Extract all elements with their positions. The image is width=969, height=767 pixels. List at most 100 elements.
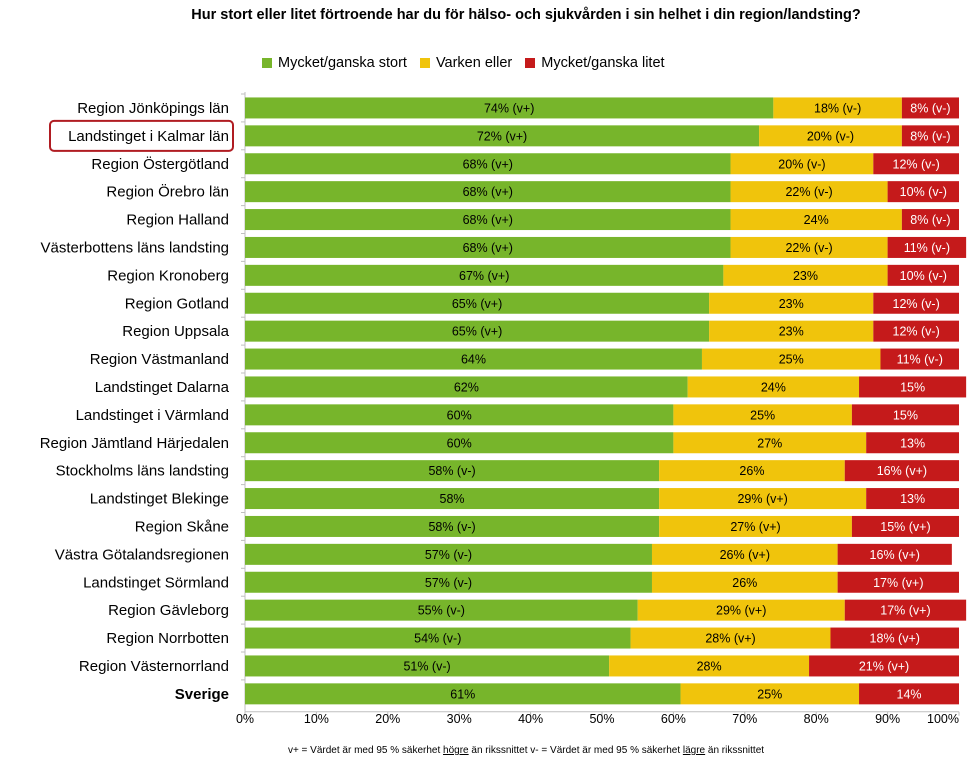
data-label-varken-region-kronoberg: 23%: [793, 269, 818, 283]
bar-stort-landstinget-sormland: [245, 571, 652, 593]
data-label-varken-landstinget-dalarna: 24%: [761, 380, 786, 394]
bar-stort-region-kronoberg: [245, 264, 724, 286]
x-tick-label-70: 70%: [732, 712, 757, 726]
x-tick-label-50: 50%: [589, 712, 614, 726]
data-label-varken-region-uppsala: 23%: [779, 325, 804, 339]
bar-litet-vasterbottens-lans-landsting: [887, 236, 967, 258]
data-label-stort-stockholms-lans-landsting: 58% (v-): [428, 464, 475, 478]
x-tick-label-0: 0%: [236, 712, 254, 726]
category-label-region-norrbotten: Region Norrbotten: [106, 630, 229, 647]
bar-litet-region-kronoberg: [887, 264, 959, 286]
data-label-stort-landstinget-dalarna: 62%: [454, 380, 479, 394]
category-label-region-gavleborg: Region Gävleborg: [108, 602, 229, 619]
data-label-stort-region-uppsala: 65% (v+): [452, 325, 502, 339]
bar-litet-region-orebro-lan: [887, 181, 959, 203]
footnote-word-lower: lägre: [682, 745, 706, 756]
bar-litet-landstinget-dalarna: [859, 376, 967, 398]
x-tick-label-10: 10%: [304, 712, 329, 726]
data-label-varken-region-ostergotland: 20% (v-): [778, 157, 825, 171]
bar-litet-region-skane: [851, 515, 959, 537]
stacked-bar-chart: Region Jönköpings län 74% (v+) 18% (v-) 8% …: [40, 92, 967, 726]
legend-item-varken: Varken eller: [419, 55, 513, 71]
bar-stort-sverige: [245, 683, 681, 705]
data-label-varken-region-jonkopings-lan: 18% (v-): [814, 101, 861, 115]
x-tick-label-20: 20%: [375, 712, 400, 726]
chart-title: Hur stort eller litet förtroende har du …: [191, 7, 861, 23]
bar-stort-region-halland: [245, 209, 731, 231]
data-label-litet-region-jonkopings-lan: 8% (v-): [910, 101, 950, 115]
data-label-litet-region-vasternorrland: 21% (v+): [859, 659, 909, 673]
bar-stort-landstinget-i-kalmar-lan: [245, 125, 760, 147]
footnote-part3: än rikssnittet: [705, 745, 765, 756]
data-label-stort-region-skane: 58% (v-): [428, 520, 475, 534]
bar-litet-region-gotland: [873, 292, 959, 314]
category-label-region-jamtland-harjedalen: Region Jämtland Härjedalen: [40, 435, 229, 452]
category-label-vasterbottens-lans-landsting: Västerbottens läns landsting: [41, 239, 229, 256]
bar-varken-region-vastmanland: [701, 348, 881, 370]
data-label-varken-region-vastmanland: 25%: [779, 353, 804, 367]
data-label-varken-region-skane: 27% (v+): [730, 520, 780, 534]
data-label-varken-stockholms-lans-landsting: 26%: [739, 464, 764, 478]
bar-stort-landstinget-dalarna: [245, 376, 688, 398]
category-label-region-kronoberg: Region Kronoberg: [107, 267, 229, 284]
bar-litet-region-uppsala: [873, 320, 959, 342]
data-label-varken-region-jamtland-harjedalen: 27%: [757, 436, 782, 450]
data-label-stort-region-gotland: 65% (v+): [452, 297, 502, 311]
x-tick-label-90: 90%: [875, 712, 900, 726]
bar-varken-landstinget-blekinge: [659, 488, 867, 510]
footnote: v+ = Värdet är med 95 % säkerhet högre ä…: [0, 745, 969, 756]
data-label-litet-landstinget-i-kalmar-lan: 8% (v-): [910, 129, 950, 143]
data-label-stort-region-jonkopings-lan: 74% (v+): [484, 101, 534, 115]
bar-varken-landstinget-sormland: [651, 571, 838, 593]
data-label-litet-vastra-gotalandsregionen: 16% (v+): [870, 548, 920, 562]
data-label-stort-region-norrbotten: 54% (v-): [414, 632, 461, 646]
bar-litet-landstinget-sormland: [837, 571, 959, 593]
bar-stort-landstinget-i-varmland: [245, 404, 674, 426]
legend-label-stort: Mycket/ganska stort: [278, 55, 407, 71]
data-label-litet-stockholms-lans-landsting: 16% (v+): [877, 464, 927, 478]
x-tick-label-30: 30%: [447, 712, 472, 726]
data-label-stort-landstinget-i-kalmar-lan: 72% (v+): [477, 129, 527, 143]
data-label-litet-sverige: 14%: [897, 687, 922, 701]
data-label-litet-region-halland: 8% (v-): [910, 213, 950, 227]
bar-varken-region-kronoberg: [723, 264, 888, 286]
legend-item-litet: Mycket/ganska litet: [525, 55, 665, 71]
bar-stort-landstinget-blekinge: [245, 488, 660, 510]
legend-swatch-stort: [262, 58, 272, 68]
data-label-litet-region-norrbotten: 18% (v+): [870, 632, 920, 646]
bar-varken-region-halland: [730, 209, 902, 231]
data-label-varken-region-vasternorrland: 28%: [697, 659, 722, 673]
bar-stort-region-skane: [245, 515, 660, 537]
data-label-varken-region-orebro-lan: 22% (v-): [785, 185, 832, 199]
data-label-varken-landstinget-i-varmland: 25%: [750, 408, 775, 422]
data-label-litet-region-gavleborg: 17% (v+): [880, 604, 930, 618]
bar-litet-region-halland: [901, 209, 959, 231]
bar-litet-region-jonkopings-lan: [901, 97, 959, 119]
data-label-stort-landstinget-sormland: 57% (v-): [425, 576, 472, 590]
data-label-stort-landstinget-blekinge: 58%: [440, 492, 465, 506]
category-label-region-ostergotland: Region Östergötland: [91, 155, 229, 173]
data-label-stort-region-jamtland-harjedalen: 60%: [447, 436, 472, 450]
category-label-region-vastmanland: Region Västmanland: [90, 351, 229, 368]
data-label-stort-vasterbottens-lans-landsting: 68% (v+): [463, 241, 513, 255]
data-label-varken-region-norrbotten: 28% (v+): [705, 632, 755, 646]
legend-label-varken: Varken eller: [435, 55, 513, 71]
data-label-litet-landstinget-blekinge: 13%: [900, 492, 925, 506]
bar-varken-vasterbottens-lans-landsting: [730, 236, 888, 258]
bar-litet-stockholms-lans-landsting: [844, 460, 959, 482]
category-label-region-halland: Region Halland: [126, 212, 229, 229]
category-label-landstinget-blekinge: Landstinget Blekinge: [90, 491, 229, 508]
data-label-stort-region-gavleborg: 55% (v-): [418, 604, 465, 618]
category-label-landstinget-sormland: Landstinget Sörmland: [83, 574, 229, 591]
data-label-stort-landstinget-i-varmland: 60%: [447, 408, 472, 422]
data-label-litet-region-ostergotland: 12% (v-): [893, 157, 940, 171]
bar-litet-vastra-gotalandsregionen: [837, 543, 952, 565]
data-label-varken-region-gavleborg: 29% (v+): [716, 604, 766, 618]
data-label-varken-region-gotland: 23%: [779, 297, 804, 311]
data-label-stort-region-halland: 68% (v+): [463, 213, 513, 227]
bar-stort-region-orebro-lan: [245, 181, 731, 203]
bar-stort-region-gavleborg: [245, 599, 638, 621]
category-label-region-gotland: Region Gotland: [125, 295, 229, 312]
data-label-varken-vasterbottens-lans-landsting: 22% (v-): [785, 241, 832, 255]
footnote-word-higher: högre: [443, 745, 469, 756]
